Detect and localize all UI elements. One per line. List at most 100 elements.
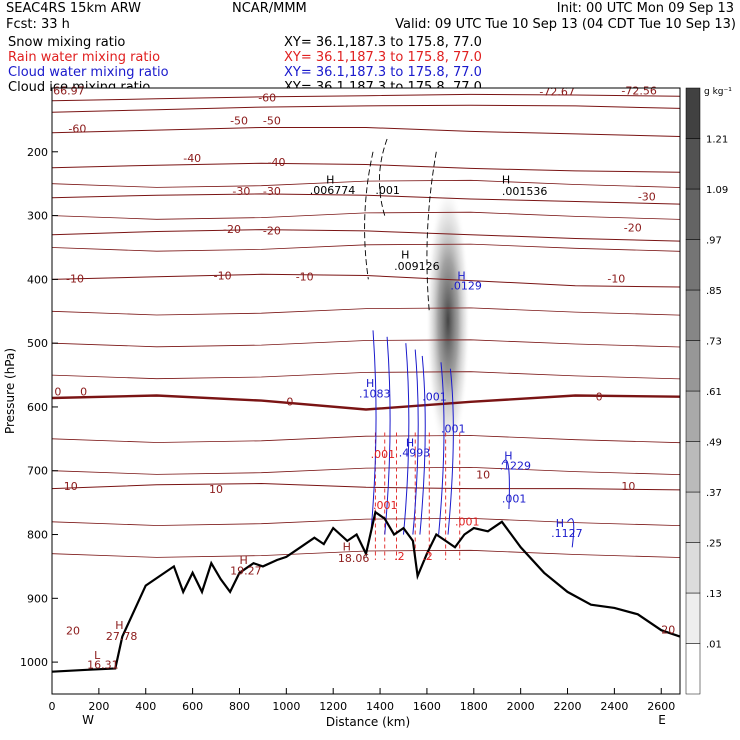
cloud-water-contour: [370, 330, 377, 535]
contour-label: 10: [476, 468, 490, 481]
plot-area: 66.97 -72.67 -72.56 -60 -60 -50 -50 -40 -40 -30 -3…: [51, 84, 681, 694]
temperature-contour: [51, 307, 681, 316]
contour-annotations: 66.97 -72.67 -72.56 -60 -60 -50 -50 -40 -40 -30 -3…: [53, 84, 675, 671]
contour-label: H: [504, 449, 512, 462]
contour-label: -60: [258, 91, 276, 104]
org-label: NCAR/MMM: [232, 1, 307, 16]
y-tick-label: 200: [27, 146, 48, 159]
contour-label: .001: [373, 499, 398, 512]
contour-label: H: [115, 619, 123, 632]
contour-label: .1127: [551, 527, 583, 540]
contour-label: .0129: [450, 280, 482, 293]
contour-label: 16.31: [87, 658, 119, 671]
contour-label: 10: [64, 480, 78, 493]
x-tick-label: 800: [229, 700, 250, 713]
contour-label: H: [556, 517, 564, 530]
contour-label: -50: [230, 114, 248, 127]
field-name-rain: Rain water mixing ratio: [8, 50, 161, 65]
contour-label: 10: [621, 480, 635, 493]
chart-title: SEAC4RS 15km ARW: [6, 1, 142, 16]
colorbar-label: .61: [706, 387, 722, 398]
contour-label: -60: [68, 123, 86, 136]
axes: 0 200 400 600 800 1000 1200 1400 1600 1800 2000 220…: [20, 146, 675, 713]
temperature-contour: [51, 211, 681, 220]
y-axis-label: Pressure (hPa): [3, 348, 17, 434]
contour-label: .2: [422, 550, 433, 563]
x-axis-label: Distance (km): [326, 715, 410, 729]
contour-label: .001: [441, 422, 466, 435]
contour-label: -30: [232, 185, 250, 198]
colorbar-label: .73: [706, 337, 722, 348]
colorbar-label: .97: [706, 236, 722, 247]
cloud-ice-contour: [378, 138, 388, 216]
contour-label: H: [457, 269, 465, 282]
contour-label: H: [406, 436, 414, 449]
contour-label: -20: [263, 225, 281, 238]
contour-label: 0: [80, 385, 87, 398]
contour-label: .001: [375, 184, 400, 197]
contour-label: 20: [661, 623, 675, 636]
temperature-contour: [51, 127, 681, 137]
contour-label: H: [343, 540, 351, 553]
cloud-water-contour: [419, 355, 426, 535]
temperature-contours: [51, 93, 681, 558]
cloud-ice-contour: [426, 151, 437, 312]
x-tick-label: 1600: [413, 700, 441, 713]
contour-label: H: [239, 554, 247, 567]
contour-label: 10: [209, 483, 223, 496]
y-tick-label: 1000: [20, 656, 48, 669]
colorbar-swatch: [685, 239, 701, 291]
contour-label: -10: [214, 269, 232, 282]
plot-frame: [52, 88, 680, 694]
x-tick-label: 2600: [647, 700, 675, 713]
cloud-water-contour: [412, 349, 419, 535]
temperature-contour: [51, 162, 681, 173]
y-tick-label: 600: [27, 401, 48, 414]
x-tick-label: 200: [88, 700, 109, 713]
contour-label: 27.78: [106, 630, 138, 643]
temperature-contour: [51, 466, 681, 475]
colorbar-swatch: [685, 289, 701, 341]
plot-border: [51, 87, 681, 695]
temperature-contour: [51, 193, 681, 205]
temperature-contour: [51, 229, 681, 242]
contour-label: 18.06: [338, 552, 370, 565]
contour-label: .2: [394, 550, 405, 563]
temperature-contour: [51, 371, 681, 380]
colorbar-swatch: [685, 592, 701, 644]
contour-label: -20: [624, 222, 642, 235]
temperature-contour: [51, 339, 681, 348]
contour-label: 20: [66, 625, 80, 638]
contour-label: H: [366, 377, 374, 390]
contour-label: .1229: [500, 459, 531, 472]
contour-label: -72.56: [621, 84, 656, 97]
contour-label: .001: [371, 448, 396, 461]
temperature-contour: [51, 179, 681, 188]
cloud-ice-contour: [364, 151, 374, 280]
contour-label: 66.97: [53, 84, 85, 97]
contour-label: H: [326, 174, 334, 187]
colorbar-label: .25: [706, 539, 722, 550]
cloud-water-contour: [447, 368, 454, 535]
valid-time: Valid: 09 UTC Tue 10 Sep 13 (04 CDT Tue …: [395, 17, 736, 32]
colorbar-unit: g kg⁻¹: [704, 87, 732, 97]
contour-label: 0: [596, 391, 603, 404]
contour-label: .001: [455, 516, 480, 529]
cloud-water-contour: [384, 336, 391, 535]
x-tick-label: 1800: [460, 700, 488, 713]
contour-label: -40: [183, 152, 201, 165]
contour-label: 0: [54, 385, 61, 398]
x-end-label-left: W: [82, 713, 94, 727]
hydrometeor-contours: [364, 138, 575, 561]
temperature-contour: [51, 435, 681, 444]
colorbar-swatch: [685, 390, 701, 442]
contour-label: -10: [607, 273, 625, 286]
y-tick-label: 400: [27, 273, 48, 286]
terrain-profile: [51, 510, 681, 673]
terrain-line: [51, 510, 681, 673]
snow-shading: [426, 183, 471, 458]
x-tick-label: 1200: [319, 700, 347, 713]
colorbar-label: .49: [706, 438, 722, 449]
x-tick-label: 1400: [366, 700, 394, 713]
colorbar-swatch: [685, 188, 701, 240]
